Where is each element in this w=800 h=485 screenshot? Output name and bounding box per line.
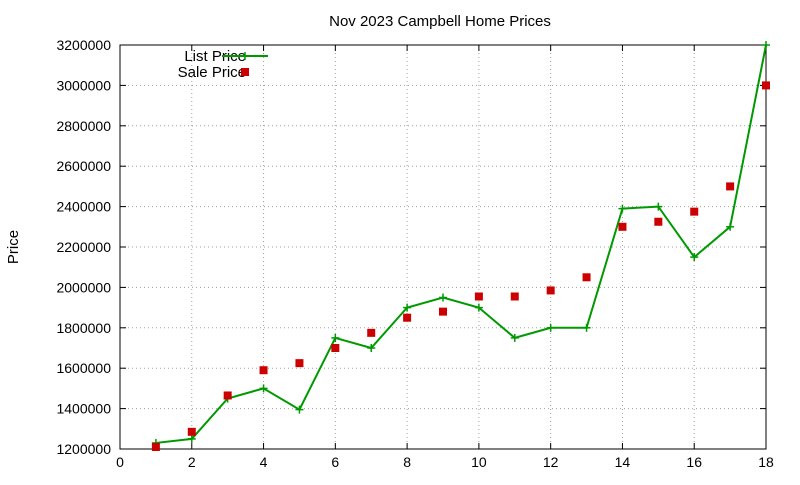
data-point xyxy=(654,202,663,211)
x-tick-label: 4 xyxy=(260,454,268,470)
data-point xyxy=(762,41,770,49)
series-0 xyxy=(151,41,770,447)
series-1 xyxy=(151,81,770,451)
data-point xyxy=(726,182,735,191)
data-point xyxy=(151,442,160,451)
axes xyxy=(119,44,767,450)
data-point xyxy=(510,333,519,342)
data-point xyxy=(403,303,412,312)
data-point xyxy=(474,292,483,301)
data-point xyxy=(367,344,376,352)
tick-labels: 0 2 4 6 8 10 12 14 16 18 1200000 1400000 1600000 1800… xyxy=(56,37,774,470)
series-line xyxy=(155,44,767,444)
chart-title: Nov 2023 Campbell Home Prices xyxy=(329,13,551,30)
legend-marker xyxy=(241,68,249,76)
legend-label: Sale Price xyxy=(178,64,246,81)
legend-marker xyxy=(241,52,249,60)
data-point xyxy=(187,434,196,443)
data-point xyxy=(295,359,304,368)
data-point xyxy=(439,293,447,302)
data-point xyxy=(690,253,699,262)
x-tick-label: 18 xyxy=(758,454,774,470)
y-tick-label: 1600000 xyxy=(56,360,111,376)
series xyxy=(151,41,770,451)
legend-item: Sale Price xyxy=(178,64,249,81)
data-point xyxy=(618,204,627,213)
y-tick-label: 3200000 xyxy=(56,37,111,53)
data-point xyxy=(259,384,268,393)
data-point xyxy=(223,391,232,400)
data-point xyxy=(367,328,376,337)
data-point xyxy=(582,273,591,282)
x-tick-label: 6 xyxy=(331,454,339,470)
data-point xyxy=(439,307,447,316)
x-tick-label: 0 xyxy=(116,454,124,470)
data-point xyxy=(546,323,555,332)
y-tick-label: 2200000 xyxy=(56,239,111,255)
data-point xyxy=(331,333,340,342)
y-axis-label: Price xyxy=(5,230,22,264)
x-tick-label: 16 xyxy=(686,454,702,470)
y-tick-label: 2000000 xyxy=(56,279,111,295)
data-point xyxy=(726,222,735,231)
y-tick-label: 1800000 xyxy=(56,320,111,336)
data-point xyxy=(654,217,663,226)
data-point xyxy=(331,344,340,352)
data-point xyxy=(618,222,627,231)
data-point xyxy=(474,303,483,312)
y-tick-label: 1400000 xyxy=(56,401,111,417)
data-point xyxy=(762,81,770,90)
data-point xyxy=(546,286,555,295)
data-point xyxy=(403,313,412,322)
y-tick-label: 2800000 xyxy=(56,118,111,134)
data-point xyxy=(690,207,699,216)
x-tick-label: 8 xyxy=(403,454,411,470)
y-tick-label: 2400000 xyxy=(56,199,111,215)
data-point xyxy=(295,405,304,414)
legend-label: List Price xyxy=(184,48,246,65)
y-tick-label: 2600000 xyxy=(56,158,111,174)
grid-lines xyxy=(120,45,766,449)
data-point xyxy=(510,292,519,301)
legend-item: List Price xyxy=(184,48,268,65)
y-tick-label: 1200000 xyxy=(56,441,111,457)
x-tick-label: 14 xyxy=(615,454,631,470)
x-tick-label: 2 xyxy=(188,454,196,470)
data-point xyxy=(187,427,196,436)
x-tick-label: 10 xyxy=(471,454,487,470)
x-tick-label: 12 xyxy=(543,454,559,470)
data-point xyxy=(582,323,591,332)
y-tick-label: 3000000 xyxy=(56,77,111,93)
data-point xyxy=(259,366,268,375)
